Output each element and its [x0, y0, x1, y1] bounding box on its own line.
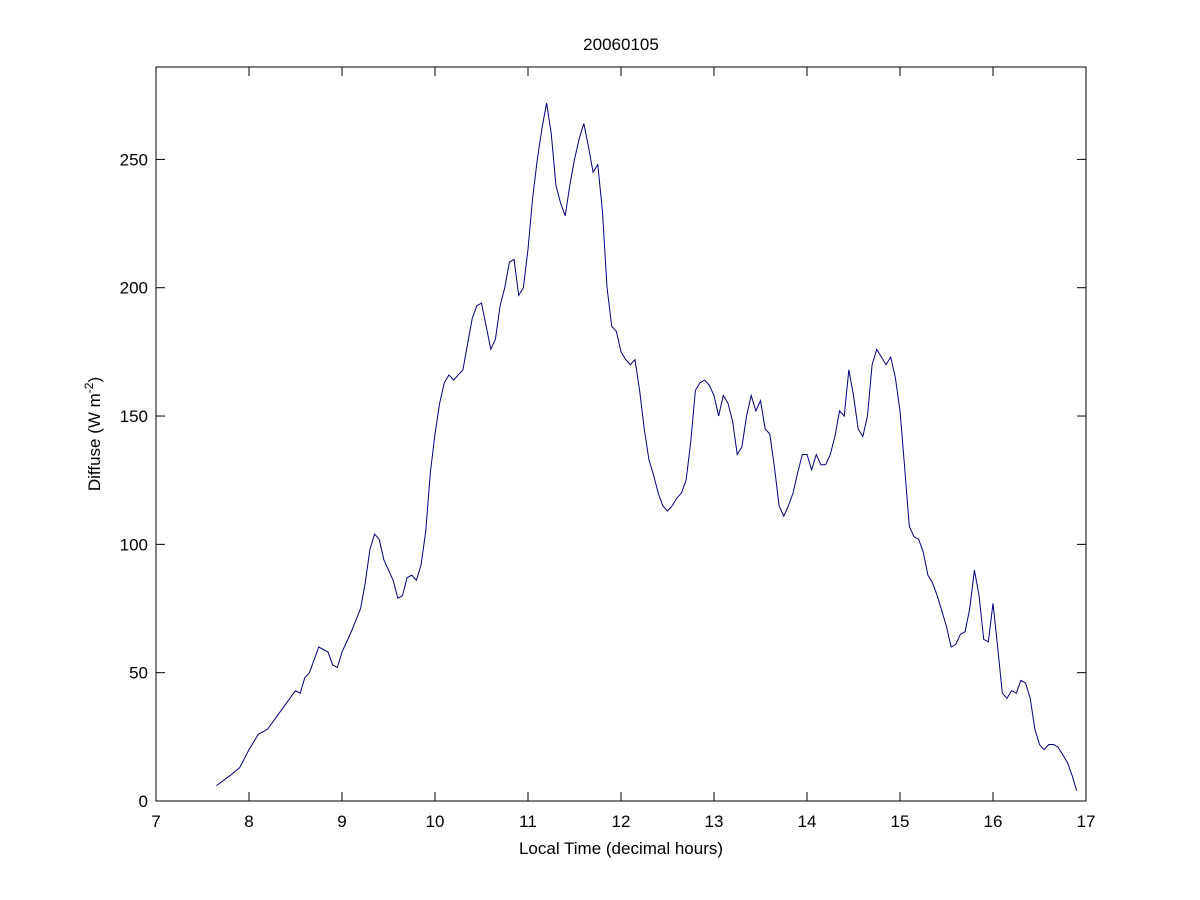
x-tick-label: 7	[151, 812, 160, 831]
x-axis-label: Local Time (decimal hours)	[519, 839, 723, 858]
y-tick-label: 250	[120, 150, 148, 169]
y-tick-label: 0	[139, 792, 148, 811]
axes-box	[155, 66, 1087, 802]
data-line	[216, 102, 1078, 791]
x-tick-label: 8	[244, 812, 253, 831]
y-axis-label: Diffuse (W m-2)	[82, 377, 104, 491]
chart-title: 20060105	[583, 35, 659, 54]
y-tick-label: 150	[120, 407, 148, 426]
y-label-suffix: )	[85, 377, 104, 383]
x-tick-label: 15	[891, 812, 910, 831]
y-tick-label: 50	[129, 664, 148, 683]
x-tick-label: 17	[1077, 812, 1096, 831]
y-tick-label: 100	[120, 535, 148, 554]
y-label-text: Diffuse (W m	[85, 393, 104, 491]
x-tick-label: 10	[426, 812, 445, 831]
x-tick-label: 11	[519, 812, 537, 831]
x-tick-label: 13	[705, 812, 724, 831]
x-tick-label: 9	[337, 812, 346, 831]
x-tick-label: 12	[612, 812, 631, 831]
x-tick-label: 14	[798, 812, 817, 831]
y-label-superscript: -2	[82, 382, 96, 393]
y-tick-label: 200	[120, 279, 148, 298]
x-tick-label: 16	[984, 812, 1003, 831]
